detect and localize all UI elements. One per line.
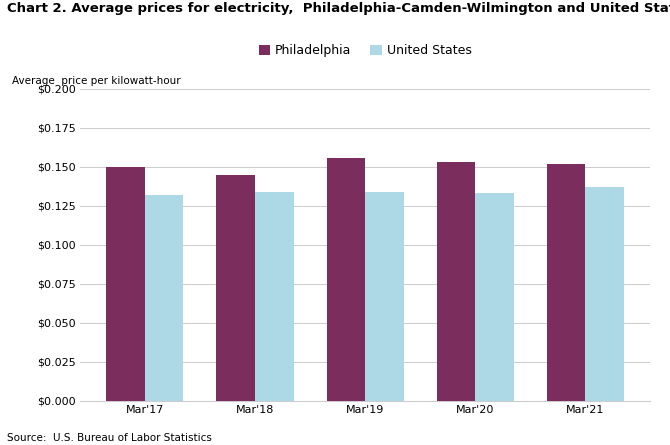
Bar (437, 162, 475, 400)
Bar (255, 192, 293, 400)
Legend: Philadelphia, United States: Philadelphia, United States (254, 39, 476, 62)
Bar (107, 167, 145, 400)
Text: Average  price per kilowatt-hour: Average price per kilowatt-hour (12, 76, 181, 86)
Bar (475, 193, 514, 400)
Text: Chart 2. Average prices for electricity,  Philadelphia-Camden-Wilmington and Uni: Chart 2. Average prices for electricity,… (7, 2, 670, 15)
Bar (547, 164, 586, 400)
Bar (216, 174, 255, 400)
Bar (586, 187, 624, 400)
Bar (326, 158, 365, 400)
Bar (365, 192, 404, 400)
Bar (145, 195, 184, 400)
Text: Source:  U.S. Bureau of Labor Statistics: Source: U.S. Bureau of Labor Statistics (7, 433, 212, 443)
